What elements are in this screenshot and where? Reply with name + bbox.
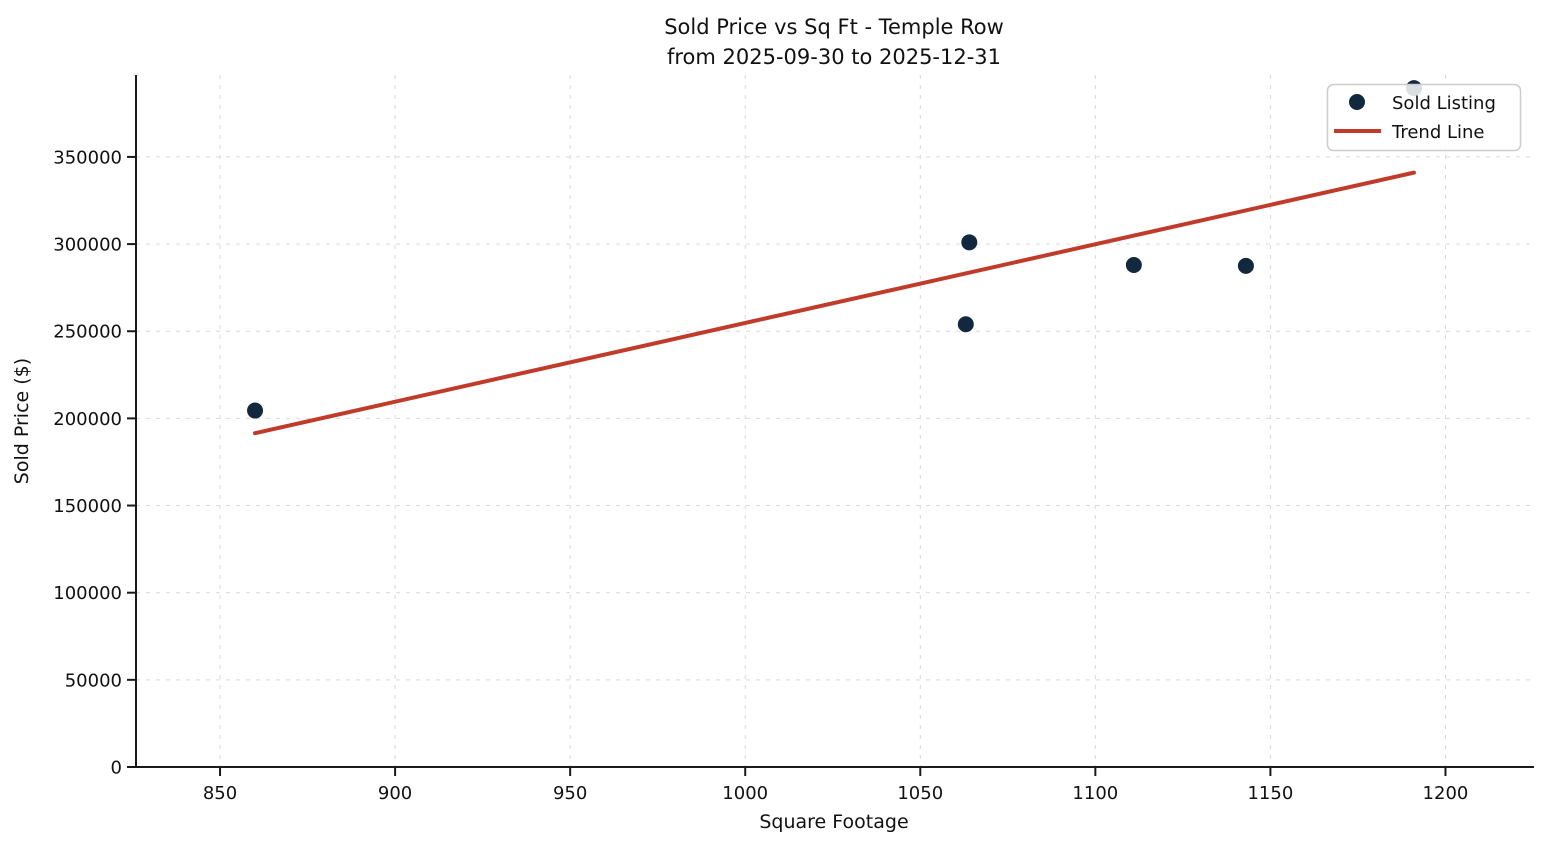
scatter-point bbox=[957, 316, 974, 333]
y-tick-label: 200000 bbox=[53, 409, 122, 430]
axes: 850 900 950 1000 1050 1100 1150 1200 0 50000 10000… bbox=[53, 75, 1534, 804]
legend-box bbox=[1326, 83, 1522, 152]
scatter-point bbox=[1237, 257, 1254, 274]
gridlines bbox=[136, 75, 1533, 768]
y-tick-label: 350000 bbox=[53, 147, 122, 168]
x-tick-label: 1200 bbox=[1423, 783, 1469, 804]
y-tick-label: 0 bbox=[111, 758, 122, 779]
x-tick-label: 850 bbox=[203, 783, 237, 804]
x-tick-label: 1150 bbox=[1247, 783, 1293, 804]
x-tick-label: 900 bbox=[378, 783, 412, 804]
x-axis-label: Square Footage bbox=[759, 811, 908, 833]
scatter-point bbox=[247, 402, 264, 419]
y-tick-label: 300000 bbox=[53, 235, 122, 256]
x-tick-label: 1000 bbox=[722, 783, 768, 804]
y-tick-label: 150000 bbox=[53, 496, 122, 517]
x-tick-label: 1050 bbox=[897, 783, 943, 804]
y-axis-label: Sold Price ($) bbox=[11, 358, 33, 484]
y-tick-label: 100000 bbox=[53, 583, 122, 604]
chart-title-line-2: from 2025-09-30 to 2025-12-31 bbox=[667, 45, 1001, 69]
y-tick-label: 50000 bbox=[65, 670, 122, 691]
x-tick-label: 950 bbox=[553, 783, 587, 804]
scatter-point bbox=[1125, 256, 1142, 273]
x-tick-label: 1100 bbox=[1072, 783, 1118, 804]
chart-title-line-1: Sold Price vs Sq Ft - Temple Row bbox=[664, 15, 1004, 39]
scatter-point bbox=[961, 234, 978, 251]
trend-line bbox=[253, 170, 1416, 436]
legend: Sold Listing Trend Line bbox=[1326, 83, 1522, 152]
legend-trend-line-label: Trend Line bbox=[1391, 122, 1485, 143]
legend-sold-listing-label: Sold Listing bbox=[1392, 93, 1496, 114]
y-tick-label: 250000 bbox=[53, 322, 122, 343]
legend-sold-listing-marker-icon bbox=[1349, 94, 1365, 110]
plot-series bbox=[247, 80, 1422, 436]
